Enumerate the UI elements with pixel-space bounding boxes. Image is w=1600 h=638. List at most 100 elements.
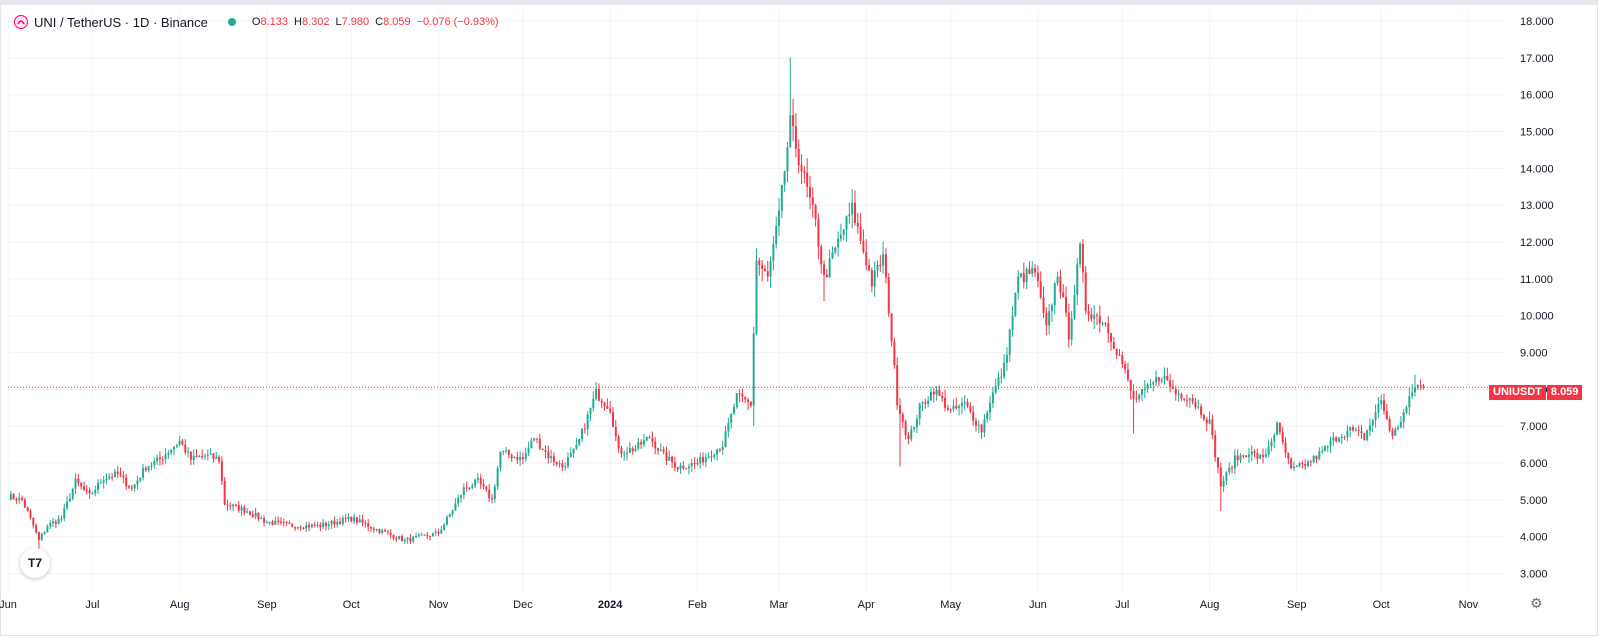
candle [842, 228, 845, 241]
candle [1388, 416, 1391, 433]
market-status-dot-icon [227, 18, 236, 26]
candle [457, 494, 460, 507]
candle [566, 452, 569, 469]
candle [460, 494, 463, 503]
candle [1225, 471, 1228, 486]
candle [617, 434, 620, 453]
tradingview-logo-icon[interactable]: T7 [20, 548, 50, 578]
candle [628, 441, 631, 453]
candle [367, 519, 370, 532]
candle [218, 455, 221, 465]
candle [637, 437, 640, 451]
price-tick-label: 11.000 [1520, 274, 1553, 286]
candle [9, 490, 12, 501]
candle [136, 475, 139, 490]
gear-icon[interactable]: ⚙ [1530, 595, 1543, 611]
candle [1321, 446, 1324, 455]
candle [1405, 405, 1408, 415]
candle [32, 517, 35, 529]
candle [21, 495, 24, 502]
candle [581, 428, 584, 443]
candle [1056, 271, 1059, 286]
candle [1298, 461, 1301, 468]
candle [862, 229, 865, 254]
candle [1121, 351, 1124, 369]
candle [851, 189, 854, 229]
candle [1222, 475, 1225, 493]
candle [423, 534, 426, 536]
candle [1160, 377, 1163, 384]
candle [1262, 448, 1265, 464]
candle [94, 485, 97, 497]
candle [806, 158, 809, 198]
candle [496, 465, 499, 490]
candle [1337, 436, 1340, 443]
candle [690, 458, 693, 472]
candle [505, 446, 508, 454]
candle [462, 483, 465, 500]
candle [175, 444, 178, 449]
candle [319, 522, 322, 532]
candle [482, 479, 485, 490]
candle [372, 526, 375, 533]
candle [324, 521, 327, 531]
candle [752, 326, 755, 427]
candle [347, 513, 350, 522]
candle [1422, 384, 1425, 390]
candle [158, 451, 161, 466]
candle [893, 337, 896, 369]
candle [626, 446, 629, 461]
price-tick-label: 13.000 [1520, 200, 1554, 212]
candle [530, 437, 533, 449]
candle [786, 141, 789, 183]
candle [1411, 383, 1414, 399]
candle [845, 215, 848, 242]
candle [412, 535, 415, 544]
time-tick-label: Nov [429, 599, 449, 611]
candle [1315, 455, 1318, 463]
time-tick-label: Jun [0, 599, 17, 611]
candle [572, 448, 575, 458]
candle [823, 260, 826, 301]
candle [1188, 397, 1191, 408]
time-tick-label: Dec [513, 599, 533, 611]
candle [671, 455, 674, 468]
candle [35, 523, 38, 535]
candle [1256, 448, 1259, 464]
candle [386, 529, 389, 535]
candle [668, 450, 671, 461]
candle [1020, 273, 1023, 279]
candle [15, 497, 18, 504]
candle [569, 447, 572, 458]
candle [54, 519, 57, 528]
candle [274, 516, 277, 525]
candle [766, 260, 769, 282]
candle [848, 202, 851, 224]
candle [769, 256, 772, 288]
candle [1208, 411, 1211, 425]
candle [541, 448, 544, 451]
candle [1219, 462, 1222, 511]
candle [1323, 445, 1326, 452]
candle [1050, 303, 1053, 322]
ohlc-low: L7.980 [335, 16, 370, 28]
symbol-title[interactable]: UNI / TetherUS · 1D · Binance [34, 14, 208, 30]
candle [209, 448, 212, 456]
candle [1081, 239, 1084, 283]
candle [1307, 459, 1310, 468]
candle [406, 537, 409, 544]
candle [232, 503, 235, 511]
candle [282, 518, 285, 527]
candle [465, 481, 468, 492]
candle [538, 433, 541, 451]
ohlc-open: O8.133 [251, 16, 288, 28]
candle [1000, 368, 1003, 384]
candle [350, 516, 353, 523]
candle [434, 528, 437, 537]
candle [884, 248, 887, 284]
candle [1177, 389, 1180, 403]
candle [1191, 394, 1194, 405]
candle [595, 382, 598, 401]
candle [133, 484, 136, 492]
